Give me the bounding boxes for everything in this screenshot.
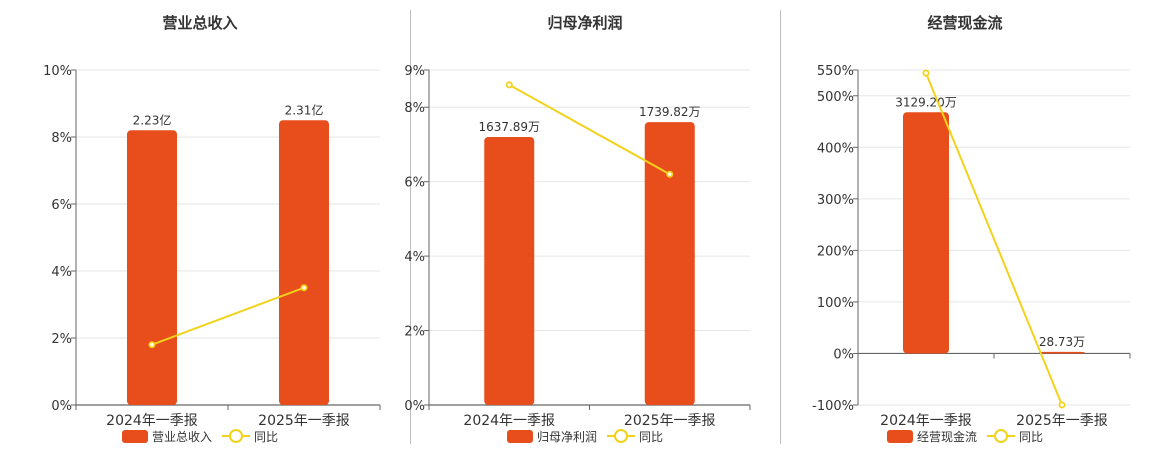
chart-title: 归母净利润	[547, 14, 623, 32]
legend-item-line[interactable]: 同比	[607, 428, 663, 445]
legend-label: 同比	[639, 429, 664, 444]
legend-bar-swatch	[886, 429, 913, 443]
legend-label: 同比	[254, 429, 279, 444]
x-tick-label: 2025年一季报	[258, 413, 350, 429]
revenue-chart: 0% 2% 4% 6% 8% 10% 2024年一季报 2025年一季报 2.23亿 2.31亿	[43, 64, 381, 429]
panel-divider	[780, 10, 781, 444]
bar	[903, 112, 949, 354]
series-line	[508, 84, 671, 176]
legend-item-bar[interactable]: 归母净利润	[506, 428, 597, 445]
y-tick-label: 6%	[51, 198, 72, 213]
chart-legend[interactable]: 归母净利润 同比	[400, 427, 770, 445]
data-label: 1637.89万	[478, 120, 540, 134]
y-tick-label: 9%	[404, 64, 425, 79]
y-tick-label: 0%	[51, 399, 72, 414]
net-profit-chart: 0% 2% 4% 6% 8% 9% 2024年一季报 2025年一季报 1637.89万 1739…	[404, 64, 751, 429]
bar	[279, 120, 329, 405]
line-point	[505, 81, 513, 89]
y-tick-label: 8%	[404, 101, 425, 116]
y-tick-label: 400%	[817, 141, 854, 156]
chart-title: 经营现金流	[927, 14, 1003, 32]
data-label: 2.31亿	[285, 102, 324, 117]
x-tick-label: 2024年一季报	[463, 413, 555, 429]
x-tick-label: 2024年一季报	[880, 413, 972, 429]
legend-label: 同比	[1019, 429, 1044, 444]
y-tick-label: -100%	[812, 399, 854, 414]
bar	[1039, 351, 1085, 354]
x-tick-label: 2025年一季报	[624, 413, 716, 429]
y-tick-label: 6%	[404, 176, 425, 191]
revenue-chart-panel: 营业总收入 0% 2% 4% 6% 8% 10% 2024年一季报 2025年一季报 2.23亿…	[0, 0, 400, 450]
legend-bar-swatch	[121, 429, 148, 443]
data-label: 3129.20万	[895, 95, 957, 109]
y-tick-label: 0%	[404, 399, 425, 414]
legend-line-swatch	[222, 429, 250, 443]
chart-legend[interactable]: 营业总收入 同比	[0, 427, 400, 445]
data-label: 2.23亿	[133, 112, 172, 127]
chart-legend[interactable]: 经营现金流 同比	[770, 427, 1160, 445]
y-tick-label: 0%	[833, 347, 854, 362]
net-profit-chart-panel: 归母净利润 0% 2% 4% 6% 8% 9% 2024年一季报 2025年一季报 1637.8…	[400, 0, 770, 450]
y-tick-label: 300%	[817, 193, 854, 208]
y-tick-label: 2%	[51, 332, 72, 347]
legend-item-bar[interactable]: 营业总收入	[121, 428, 212, 445]
y-tick-label: 4%	[51, 265, 72, 280]
legend-item-line[interactable]: 同比	[987, 428, 1043, 445]
legend-bar-swatch	[506, 429, 533, 443]
legend-label: 经营现金流	[916, 429, 977, 444]
cash-flow-chart-panel: 经营现金流 -100% 0% 100% 200% 300% 400% 500% 550% 202…	[770, 0, 1160, 450]
chart-title: 营业总收入	[162, 14, 238, 32]
line-point	[922, 69, 930, 77]
panel-divider	[410, 10, 411, 444]
legend-item-bar[interactable]: 经营现金流	[886, 428, 977, 445]
line-point	[148, 341, 156, 349]
x-tick-label: 2025年一季报	[1016, 413, 1108, 429]
y-tick-label: 4%	[404, 250, 425, 265]
line-point	[1058, 401, 1066, 409]
legend-label: 归母净利润	[536, 429, 597, 444]
legend-label: 营业总收入	[151, 429, 212, 444]
legend-line-swatch	[987, 429, 1015, 443]
bar	[127, 130, 177, 406]
series-line	[925, 72, 1063, 406]
legend-line-swatch	[607, 429, 635, 443]
x-tick-label: 2024年一季报	[106, 413, 198, 429]
bar	[484, 137, 535, 405]
cash-flow-chart: -100% 0% 100% 200% 300% 400% 500% 550% 2024年一季报 2…	[812, 64, 1131, 429]
line-point	[300, 284, 308, 292]
series-line	[151, 286, 305, 346]
y-tick-label: 550%	[817, 64, 854, 79]
y-tick-label: 8%	[51, 131, 72, 146]
y-tick-label: 2%	[404, 325, 425, 340]
y-tick-label: 10%	[43, 64, 72, 79]
legend-item-line[interactable]: 同比	[222, 428, 278, 445]
y-tick-label: 500%	[817, 90, 854, 105]
bar	[644, 122, 695, 405]
data-label: 1739.82万	[639, 105, 701, 119]
y-tick-label: 100%	[817, 296, 854, 311]
data-label: 28.73万	[1039, 335, 1085, 349]
line-point	[666, 170, 674, 178]
y-tick-label: 200%	[817, 244, 854, 259]
